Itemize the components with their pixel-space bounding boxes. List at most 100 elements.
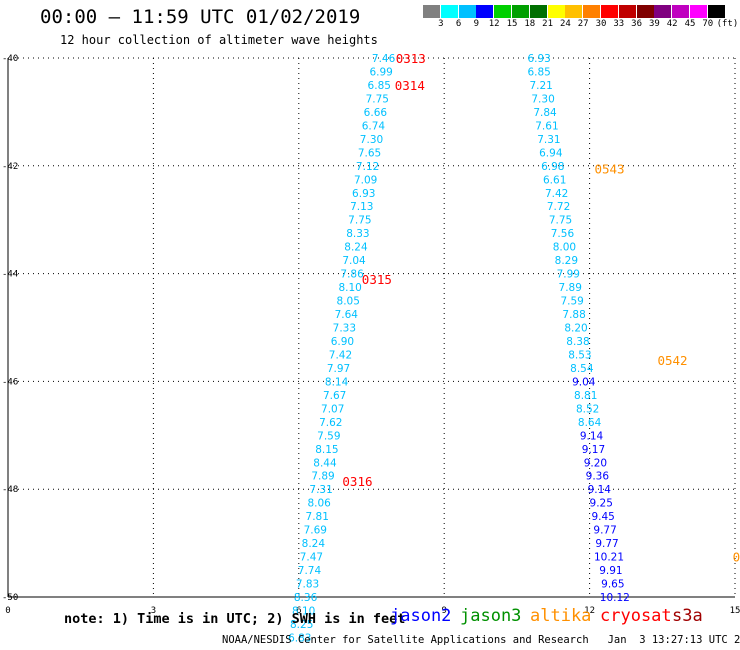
colorbar-swatch [636,5,654,18]
wave-height-value: 8.54 [570,363,594,375]
time-label: 0316 [342,474,372,489]
colorbar-label: 3 [438,19,444,29]
wave-height-value: 6.83 [288,632,311,644]
x-tick-label: 3 [151,606,156,616]
wave-height-value: 7.07 [321,403,344,415]
wave-height-value: 8.81 [574,390,597,402]
wave-height-value: 7.61 [535,120,558,132]
wave-height-value: 8.14 [325,376,349,388]
wave-height-value: 7.69 [304,525,327,537]
wave-height-value: 7.42 [329,349,352,361]
colorbar-swatch [440,5,458,18]
wave-height-value: 7.59 [560,296,583,308]
wave-height-value: 7.81 [306,511,329,523]
colorbar-label: 21 [542,19,554,29]
colorbar-label: 42 [666,19,678,29]
wave-height-value: 8.36 [294,592,318,604]
wave-height-value: 6.61 [543,174,566,186]
wave-height-value: 7.86 [340,269,364,281]
wave-height-value: 9.77 [595,538,618,550]
wave-height-values: 7.466.996.857.756.666.747.307.657.127.09… [288,53,630,644]
wave-height-value: 8.52 [576,403,599,415]
wave-height-value: 6.93 [527,53,550,65]
colorbar-swatch [672,5,690,18]
wave-height-value: 8.00 [553,242,576,254]
wave-height-value: 9.36 [586,471,610,483]
footer-credit: NOAA/NESDIS Center for Satellite Applica… [222,634,740,646]
x-tick-label: 15 [730,606,740,616]
chart-grid [7,57,736,598]
wave-height-value: 9.20 [584,457,607,469]
wave-height-value: 9.45 [591,511,614,523]
wave-height-value: 7.47 [300,552,323,564]
colorbar-label: 70 [702,19,714,29]
wave-height-value: 7.64 [335,309,359,321]
wave-height-value: 7.04 [342,255,366,267]
colorbar-label: 33 [613,19,625,29]
wave-height-value: 7.83 [296,579,319,591]
wave-height-value: 8.06 [307,498,331,510]
wave-height-value: 7.31 [309,484,332,496]
wave-height-value: 6.85 [368,80,391,92]
wave-height-value: 9.91 [599,565,622,577]
wave-height-value: 8.64 [578,417,602,429]
colorbar-swatch [458,5,476,18]
wave-height-value: 7.75 [549,215,572,227]
track-time-labels: 0313 0314 0315 0316 0543 0542 05 [342,51,740,565]
wave-height-value: 6.90 [331,336,354,348]
colorbar-label: 45 [684,19,696,29]
wave-height-value: 8.53 [568,349,591,361]
colorbar-label: 24 [559,19,571,29]
wave-height-value: 7.89 [559,282,582,294]
legend-item-jason3: jason3 [460,606,522,626]
colorbar-swatch [547,5,565,18]
wave-height-value: 9.04 [572,376,596,388]
wave-height-value: 6.94 [539,147,563,159]
wave-height-value: 7.31 [537,134,560,146]
colorbar-label: 9 [473,19,480,29]
y-tick-label: -48 [2,485,18,495]
time-label: 0542 [657,353,687,368]
x-tick-label: 0 [5,606,10,616]
wave-height-value: 9.14 [580,430,604,442]
y-tick-label: -44 [2,270,18,280]
time-label: 0314 [395,78,425,93]
legend-item-jason2: jason2 [390,606,452,626]
colorbar-label: 39 [648,19,660,29]
wave-height-value: 6.85 [527,66,550,78]
legend-item-cryosat: cryosat [600,606,672,626]
x-tick-label: 9 [441,606,446,616]
colorbar-swatch [494,5,512,18]
wave-height-value: 10.21 [594,552,624,564]
time-label: 0315 [362,272,392,287]
wave-height-value: 9.25 [590,498,613,510]
colorbar-label: (ft) [716,19,739,29]
y-tick-label: -50 [2,593,18,603]
wave-height-value: 8.24 [344,242,368,254]
chart-subtitle: 12 hour collection of altimeter wave hei… [60,33,378,47]
colorbar-label: 15 [506,19,518,29]
wave-height-value: 7.75 [366,93,389,105]
wave-height-value: 9.65 [601,579,624,591]
wave-height-value: 7.21 [529,80,552,92]
colorbar-swatch [565,5,583,18]
wave-height-value: 8.38 [566,336,589,348]
colorbar-label: 6 [455,19,462,29]
wave-height-value: 7.09 [354,174,377,186]
wave-height-value: 9.77 [593,525,616,537]
time-label: 0313 [396,51,426,66]
wave-height-value: 7.97 [327,363,350,375]
wave-height-value: 7.62 [319,417,342,429]
colorbar-label: 18 [524,19,536,29]
wave-height-value: 7.30 [531,93,554,105]
wave-height-value: 7.88 [562,309,585,321]
wave-height-value: 7.59 [317,430,340,442]
wave-height-value: 6.98 [541,161,564,173]
wave-height-value: 6.74 [362,120,386,132]
colorbar-swatch [512,5,529,18]
wave-height-value: 7.89 [311,471,334,483]
colorbar-swatch [476,5,494,18]
colorbar-label: 36 [631,19,643,29]
wave-height-value: 8.10 [338,282,361,294]
